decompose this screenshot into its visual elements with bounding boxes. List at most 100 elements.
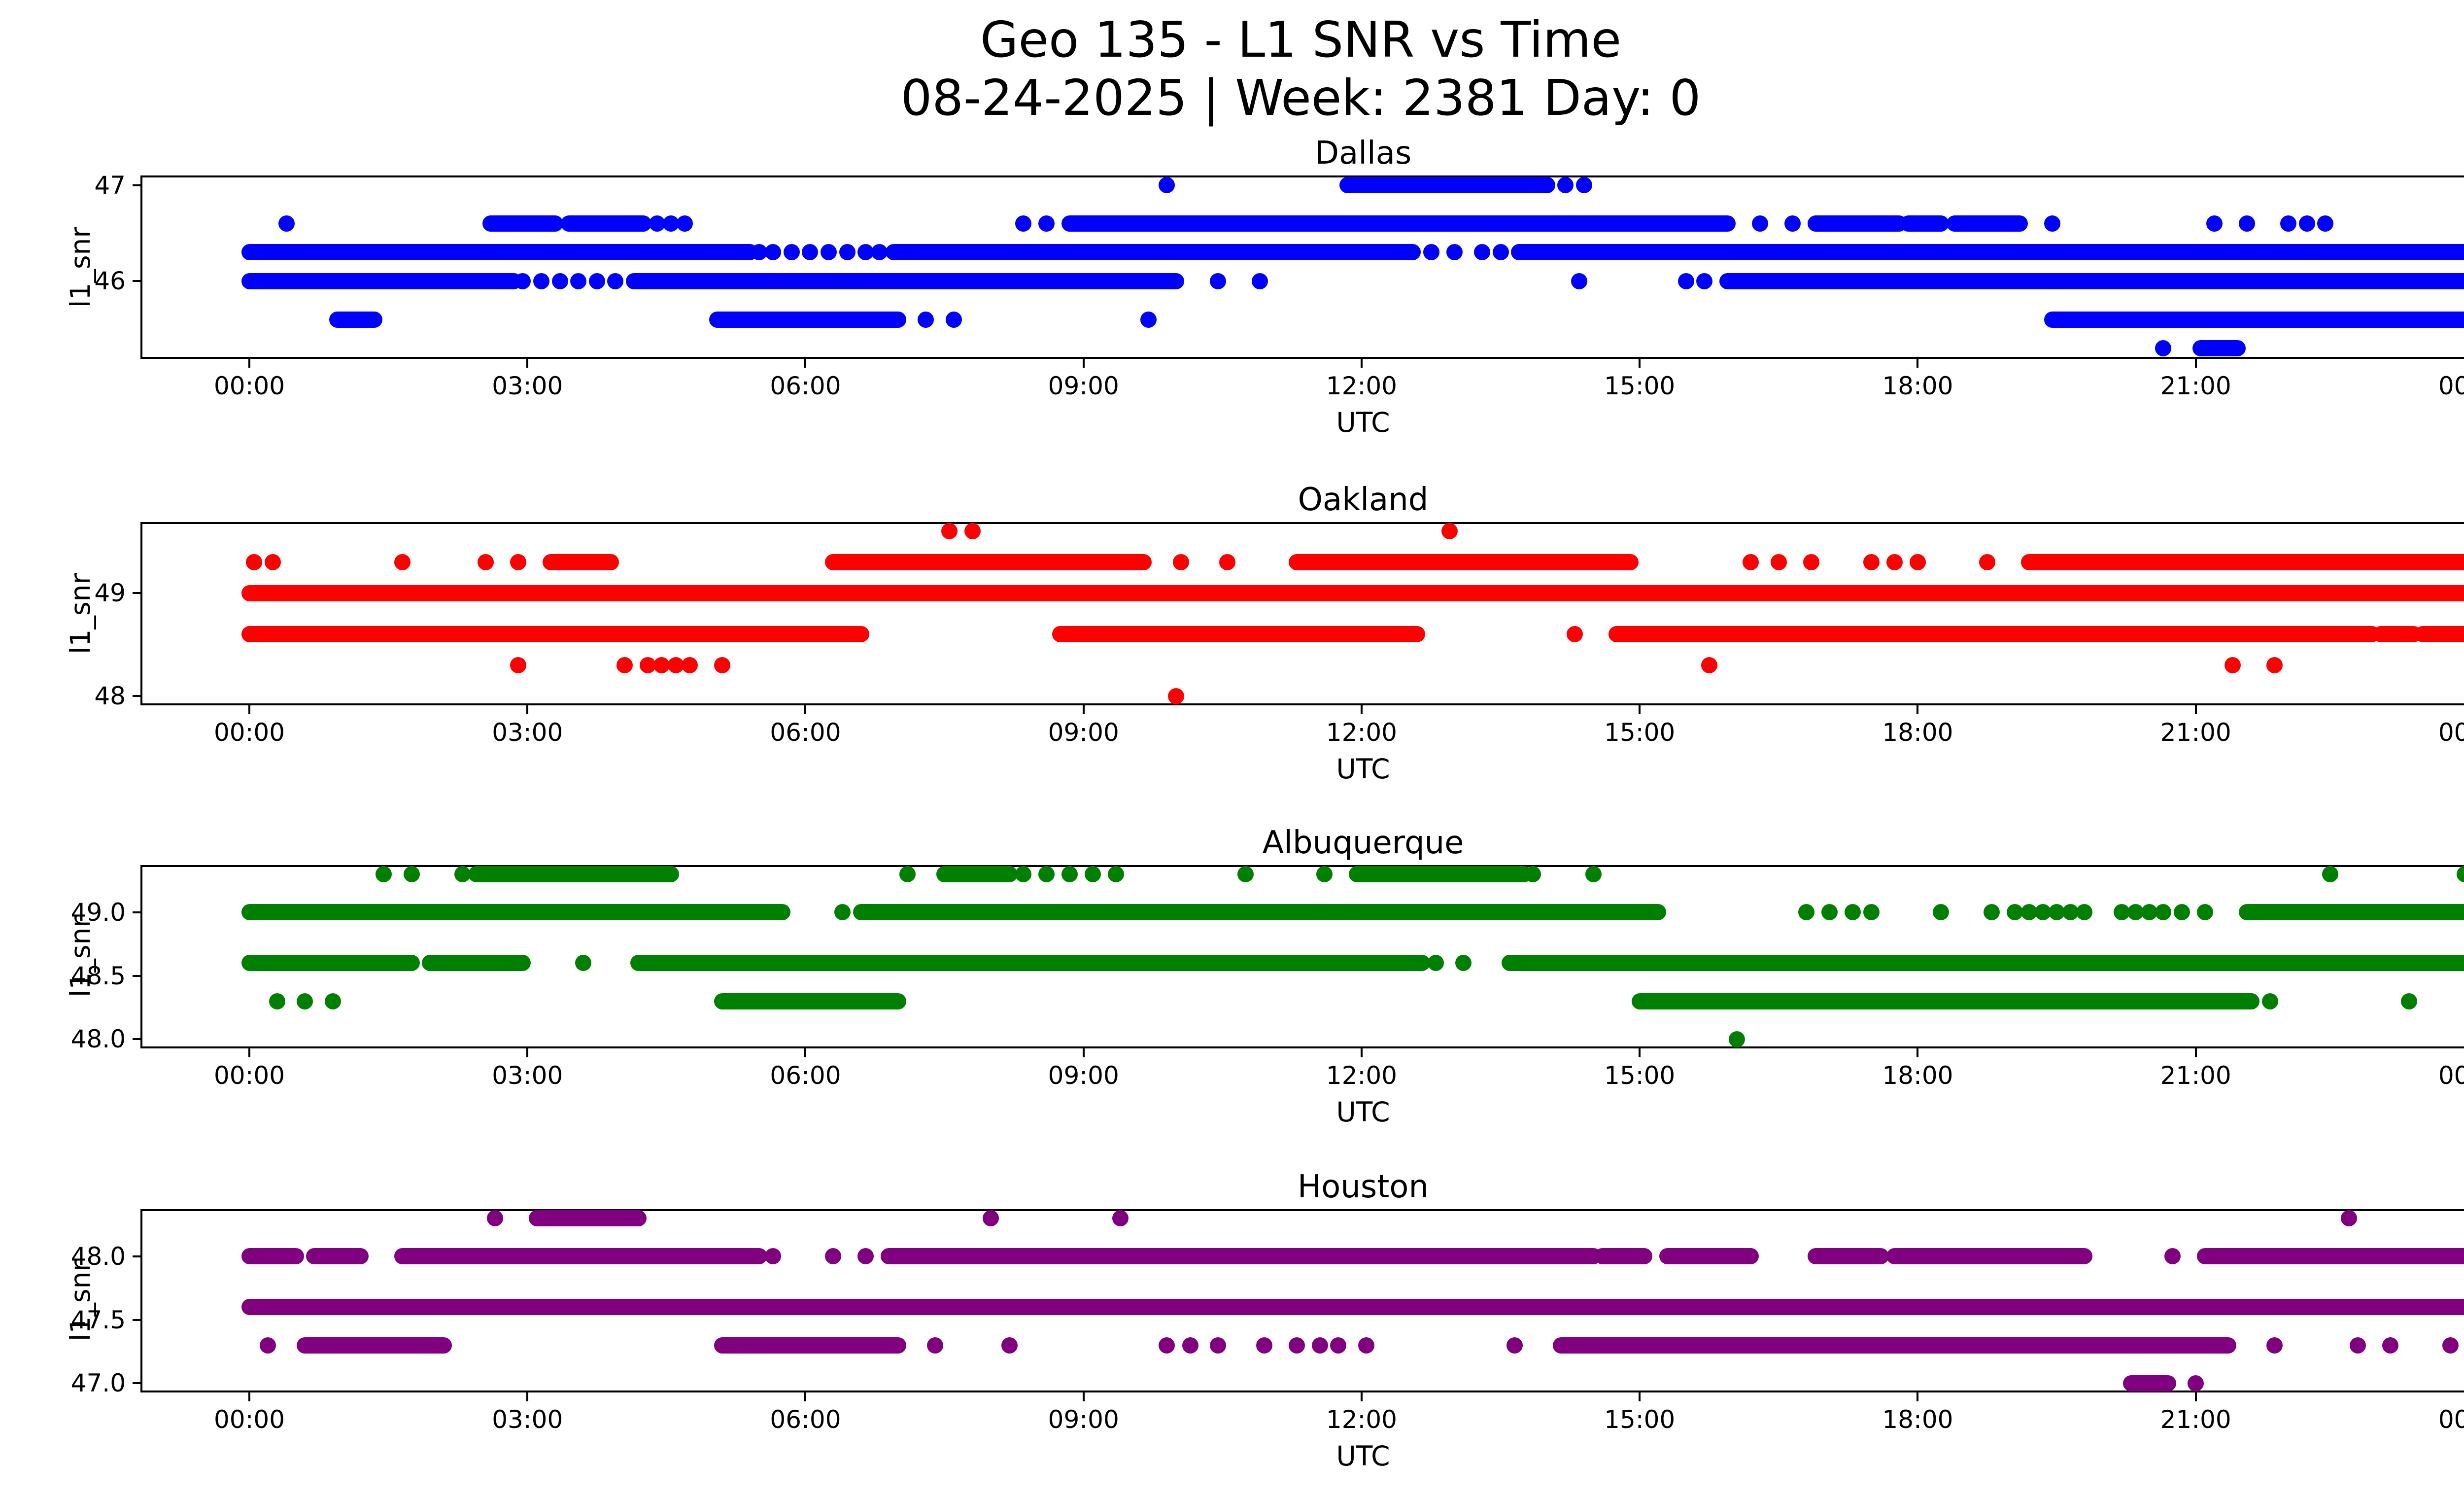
x-axis-label: UTC bbox=[1336, 1096, 1390, 1128]
subplot-title-houston: Houston bbox=[1298, 1169, 1429, 1205]
x-tick-label: 03:00 bbox=[492, 718, 563, 747]
scatter-segment bbox=[241, 1299, 2464, 1316]
scatter-point bbox=[2280, 215, 2297, 232]
scatter-point bbox=[1015, 215, 1031, 232]
scatter-point bbox=[1886, 554, 1903, 570]
scatter-point bbox=[783, 244, 800, 261]
x-axis-label: UTC bbox=[1336, 1440, 1390, 1472]
scatter-point bbox=[667, 657, 684, 674]
scatter-segment bbox=[542, 554, 619, 570]
scatter-point bbox=[653, 657, 670, 674]
scatter-point bbox=[510, 554, 526, 570]
x-tick-label: 03:00 bbox=[492, 372, 563, 400]
scatter-segment bbox=[561, 215, 651, 232]
scatter-segment bbox=[306, 1248, 369, 1265]
x-tick-label: 21:00 bbox=[2160, 1061, 2231, 1090]
scatter-point bbox=[269, 993, 285, 1009]
scatter-point bbox=[1159, 177, 1175, 194]
scatter-point bbox=[260, 1337, 276, 1354]
scatter-point bbox=[1085, 866, 1101, 883]
scatter-point bbox=[1798, 904, 1815, 921]
x-tick-mark bbox=[526, 705, 529, 714]
scatter-segment bbox=[936, 866, 1018, 883]
x-tick-mark bbox=[1360, 1392, 1363, 1401]
scatter-point bbox=[1473, 244, 1490, 261]
scatter-point bbox=[1237, 866, 1254, 883]
scatter-point bbox=[616, 657, 633, 674]
scatter-point bbox=[1330, 1337, 1347, 1354]
scatter-point bbox=[2350, 1337, 2366, 1354]
scatter-point bbox=[1984, 904, 2000, 921]
scatter-segment bbox=[241, 904, 790, 921]
x-tick-label: 12:00 bbox=[1326, 372, 1397, 400]
x-tick-label: 21:00 bbox=[2160, 718, 2231, 747]
x-tick-label: 12:00 bbox=[1326, 1061, 1397, 1090]
scatter-segment bbox=[1502, 955, 2464, 972]
scatter-segment bbox=[885, 244, 1421, 261]
x-tick-mark bbox=[526, 359, 529, 368]
scatter-point bbox=[1784, 215, 1801, 232]
scatter-point bbox=[1585, 866, 1602, 883]
x-tick-mark bbox=[1360, 705, 1363, 714]
scatter-point bbox=[1038, 866, 1055, 883]
scatter-point bbox=[1446, 244, 1463, 261]
scatter-point bbox=[1752, 215, 1769, 232]
scatter-point bbox=[324, 993, 341, 1009]
scatter-segment bbox=[825, 554, 1152, 570]
x-tick-mark bbox=[526, 1392, 529, 1401]
scatter-point bbox=[1863, 904, 1880, 921]
scatter-point bbox=[964, 523, 981, 540]
x-tick-mark bbox=[1082, 359, 1085, 368]
x-tick-mark bbox=[2194, 1392, 2197, 1401]
y-tick-mark bbox=[133, 184, 141, 186]
x-tick-label: 18:00 bbox=[1882, 1405, 1953, 1434]
scatter-point bbox=[1168, 688, 1185, 704]
y-tick-label: 49 bbox=[94, 579, 126, 608]
subplot-title-oakland: Oakland bbox=[1298, 482, 1429, 518]
scatter-point bbox=[945, 311, 962, 328]
x-tick-mark bbox=[1360, 359, 1363, 368]
scatter-point bbox=[533, 273, 549, 289]
x-tick-label: 09:00 bbox=[1048, 1405, 1119, 1434]
x-tick-label: 18:00 bbox=[1882, 718, 1953, 747]
x-tick-mark bbox=[1082, 705, 1085, 714]
scatter-point bbox=[899, 866, 916, 883]
scatter-point bbox=[765, 1248, 782, 1265]
scatter-point bbox=[2141, 904, 2158, 921]
x-tick-mark bbox=[248, 1048, 250, 1057]
scatter-point bbox=[1441, 523, 1458, 540]
scatter-point bbox=[607, 273, 624, 289]
scatter-point bbox=[1979, 554, 1995, 570]
x-tick-mark bbox=[1916, 1048, 1919, 1057]
x-tick-label: 15:00 bbox=[1604, 718, 1676, 747]
scatter-point bbox=[1140, 311, 1157, 328]
y-axis-label: l1_snr bbox=[65, 227, 96, 308]
y-tick-mark bbox=[133, 911, 141, 913]
x-tick-label: 12:00 bbox=[1326, 1405, 1397, 1434]
scatter-point bbox=[1209, 273, 1226, 289]
scatter-segment bbox=[2196, 1248, 2464, 1265]
x-axis-label: UTC bbox=[1336, 407, 1390, 438]
x-tick-mark bbox=[526, 1048, 529, 1057]
figure-title-line2: 08-24-2025 | Week: 2381 Day: 0 bbox=[900, 69, 1701, 127]
y-axis-label: l1_snr bbox=[65, 573, 96, 654]
x-tick-mark bbox=[2194, 705, 2197, 714]
x-tick-label: 15:00 bbox=[1604, 1061, 1676, 1090]
x-tick-label: 09:00 bbox=[1048, 1061, 1119, 1090]
scatter-point bbox=[2188, 1375, 2204, 1391]
scatter-point bbox=[857, 1248, 874, 1265]
y-tick-label: 47.5 bbox=[70, 1305, 126, 1334]
y-tick-mark bbox=[133, 1382, 141, 1385]
x-tick-mark bbox=[804, 705, 807, 714]
x-tick-label: 06:00 bbox=[770, 1061, 841, 1090]
scatter-point bbox=[1108, 866, 1125, 883]
y-tick-mark bbox=[133, 1255, 141, 1257]
scatter-point bbox=[1557, 177, 1574, 194]
scatter-point bbox=[514, 273, 531, 289]
x-tick-mark bbox=[1639, 1048, 1641, 1057]
scatter-segment bbox=[241, 1248, 304, 1265]
scatter-point bbox=[1696, 273, 1713, 289]
scatter-point bbox=[1316, 866, 1333, 883]
scatter-point bbox=[1172, 554, 1189, 570]
